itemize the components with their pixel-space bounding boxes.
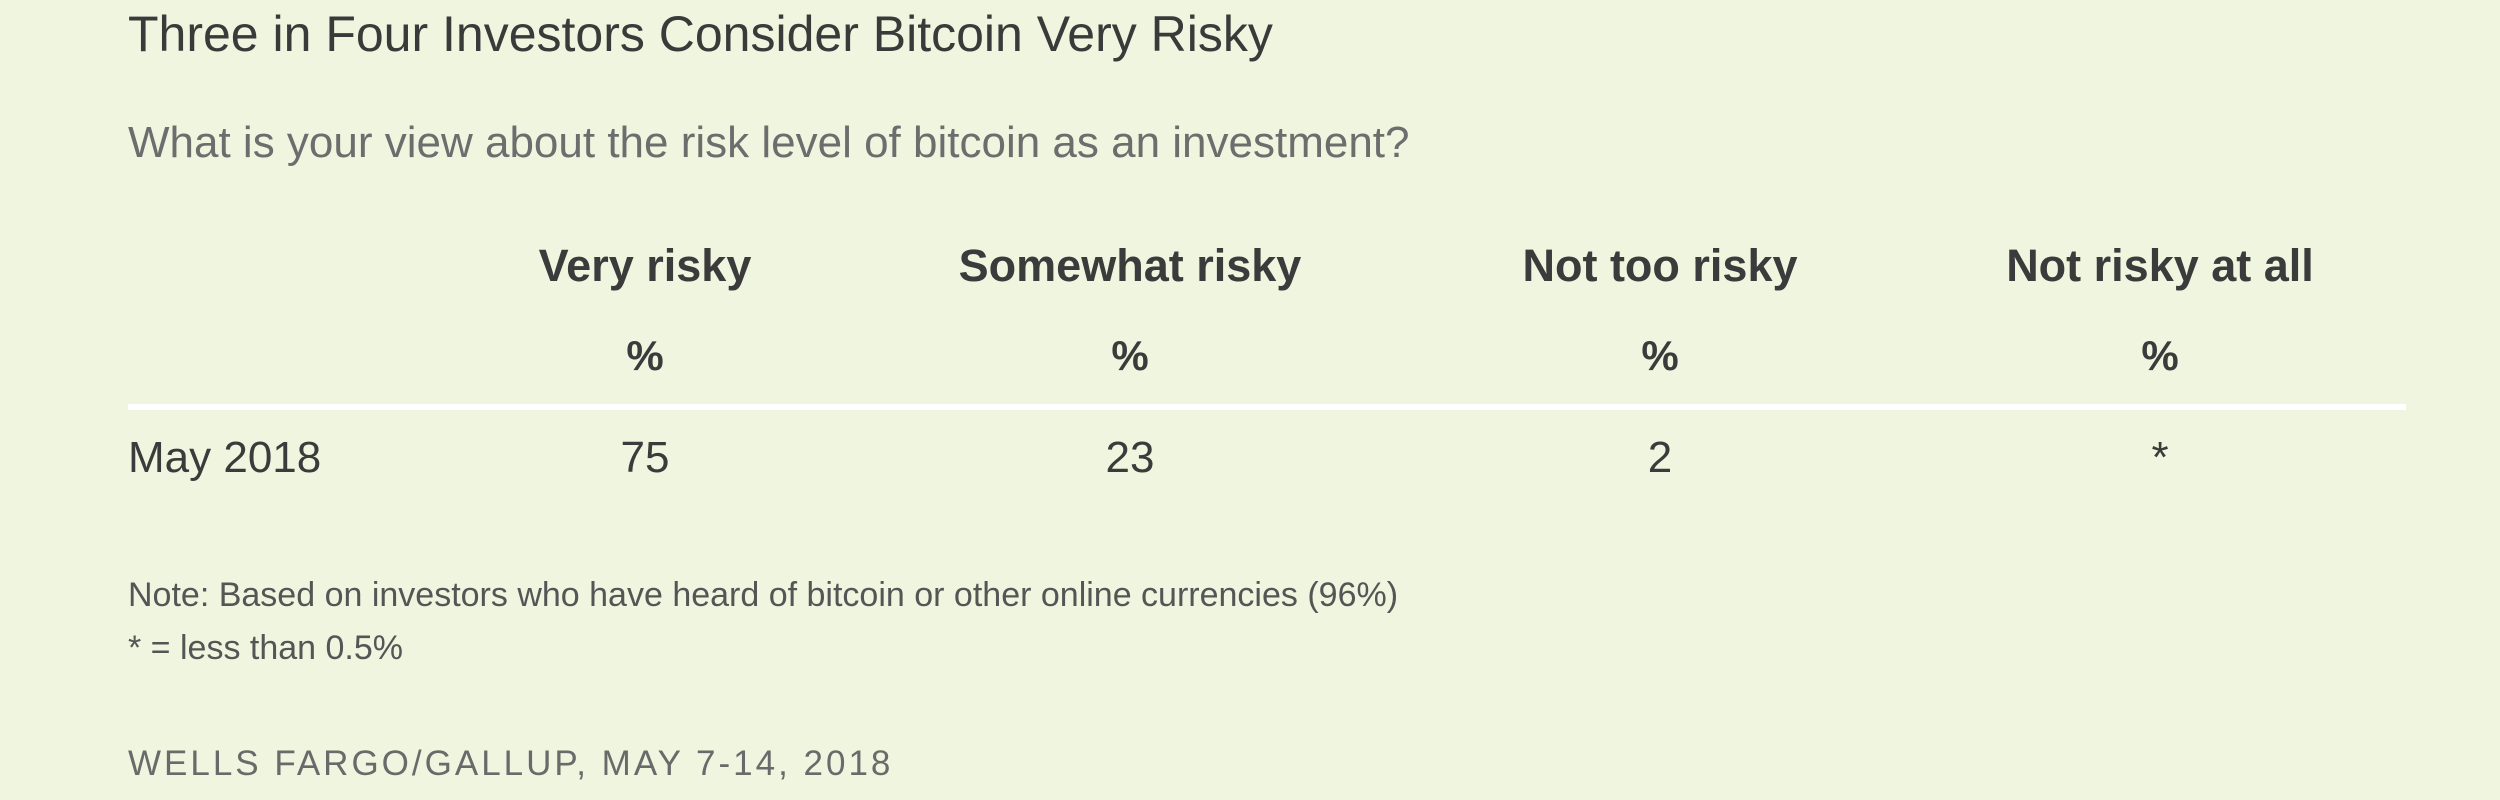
cell-not-risky-at-all: * [2151,433,2169,482]
column-unit-very-risky: % [626,332,664,379]
table-header-divider [128,404,2406,410]
column-header-not-too-risky: Not too risky [1522,240,1798,291]
column-header-very-risky: Very risky [538,240,752,291]
note-asterisk: * = less than 0.5% [128,629,404,667]
note-base: Note: Based on investors who have heard … [128,576,1399,614]
column-header-not-risky-at-all: Not risky at all [2006,240,2314,291]
cell-somewhat-risky: 23 [1105,433,1155,482]
column-unit-not-too-risky: % [1641,332,1679,379]
cell-very-risky: 75 [620,433,670,482]
column-unit-not-risky-at-all: % [2141,332,2179,379]
chart-subtitle: What is your view about the risk level o… [128,118,1410,167]
cell-not-too-risky: 2 [1647,433,1673,482]
column-unit-somewhat-risky: % [1111,332,1149,379]
chart-title: Three in Four Investors Consider Bitcoin… [128,6,1273,62]
source-credit: WELLS FARGO/GALLUP, MAY 7-14, 2018 [128,744,894,783]
row-label-may-2018: May 2018 [128,433,322,482]
column-header-somewhat-risky: Somewhat risky [958,240,1302,291]
